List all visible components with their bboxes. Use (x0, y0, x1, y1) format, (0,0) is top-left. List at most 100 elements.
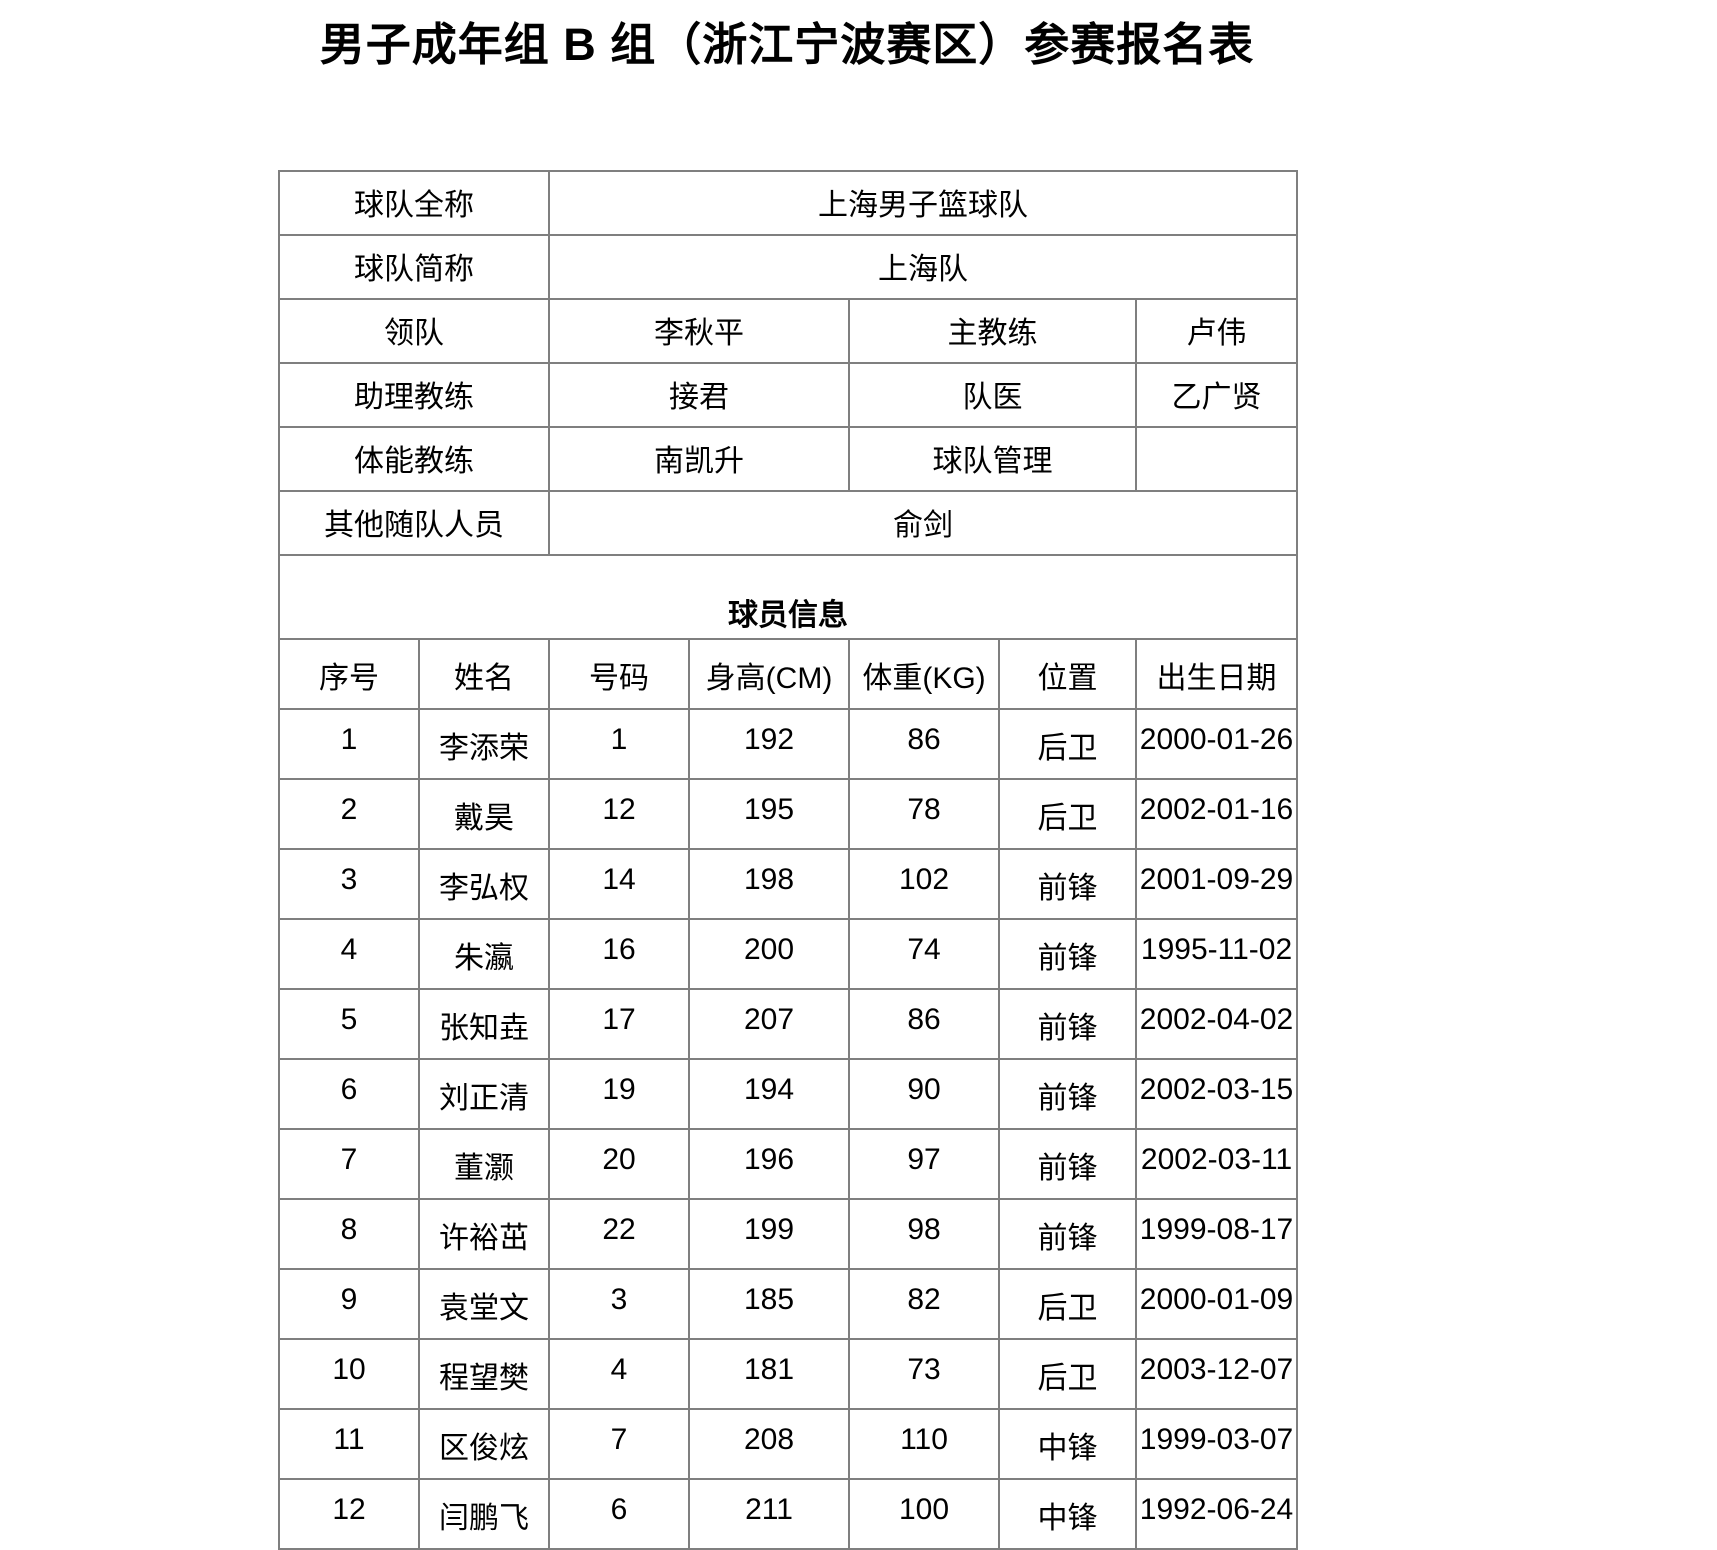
player-name-cell: 李弘权 (418, 848, 550, 920)
other-staff-value: 俞剑 (547, 490, 1299, 556)
player-position-cell: 前锋 (998, 988, 1137, 1060)
player-height-cell: 198 (688, 848, 850, 920)
team-full-name-value: 上海男子篮球队 (547, 170, 1299, 236)
player-no-cell: 6 (278, 1058, 420, 1130)
fitness-coach-value: 南凯升 (548, 426, 850, 492)
column-header-no: 序号 (278, 638, 420, 710)
player-height-cell: 181 (688, 1338, 850, 1410)
player-weight-cell: 110 (848, 1408, 1000, 1480)
player-position-cell: 后卫 (998, 708, 1137, 780)
player-name-cell: 张知垚 (418, 988, 550, 1060)
player-position-cell: 前锋 (998, 1198, 1137, 1270)
player-name-cell: 袁堂文 (418, 1268, 550, 1340)
player-weight-cell: 90 (848, 1058, 1000, 1130)
column-header-height: 身高(CM) (688, 638, 850, 710)
player-weight-cell: 102 (848, 848, 1000, 920)
team-full-name-row: 球队全称 上海男子篮球队 (278, 170, 1299, 236)
player-position-cell: 后卫 (998, 1338, 1137, 1410)
player-position-cell: 后卫 (998, 1268, 1137, 1340)
player-no-cell: 1 (278, 708, 420, 780)
player-number-cell: 4 (548, 1338, 690, 1410)
player-row: 2 戴昊 12 195 78 后卫 2002-01-16 (278, 778, 1299, 850)
team-manager-value (1134, 426, 1299, 492)
team-doctor-value: 乙广贤 (1134, 362, 1299, 428)
player-no-cell: 7 (278, 1128, 420, 1200)
player-no-cell: 5 (278, 988, 420, 1060)
player-row: 1 李添荣 1 192 86 后卫 2000-01-26 (278, 708, 1299, 780)
assistant-coach-label: 助理教练 (278, 362, 550, 428)
player-no-cell: 10 (278, 1338, 420, 1410)
player-number-cell: 1 (548, 708, 690, 780)
player-weight-cell: 73 (848, 1338, 1000, 1410)
player-no-cell: 11 (278, 1408, 420, 1480)
player-birth-cell: 2000-01-26 (1134, 708, 1299, 780)
player-birth-cell: 2000-01-09 (1134, 1268, 1299, 1340)
player-number-cell: 22 (548, 1198, 690, 1270)
column-header-number: 号码 (548, 638, 690, 710)
player-no-cell: 4 (278, 918, 420, 990)
player-row: 3 李弘权 14 198 102 前锋 2001-09-29 (278, 848, 1299, 920)
player-no-cell: 2 (278, 778, 420, 850)
player-weight-cell: 86 (848, 708, 1000, 780)
player-birth-cell: 2002-03-15 (1134, 1058, 1299, 1130)
player-height-cell: 192 (688, 708, 850, 780)
page-title: 男子成年组 B 组（浙江宁波赛区）参赛报名表 (319, 19, 1255, 70)
team-leader-label: 领队 (278, 298, 550, 364)
player-name-cell: 刘正清 (418, 1058, 550, 1130)
player-name-cell: 李添荣 (418, 708, 550, 780)
player-row: 5 张知垚 17 207 86 前锋 2002-04-02 (278, 988, 1299, 1060)
player-name-cell: 朱瀛 (418, 918, 550, 990)
player-row: 11 区俊炫 7 208 110 中锋 1999-03-07 (278, 1408, 1299, 1480)
player-weight-cell: 74 (848, 918, 1000, 990)
players-section-title: 球员信息 (277, 554, 1299, 640)
player-number-cell: 7 (548, 1408, 690, 1480)
registration-table: 球队全称 上海男子篮球队 球队简称 上海队 领队 李秋平 主教练 卢伟 助理教练… (277, 170, 1299, 1550)
player-no-cell: 3 (278, 848, 420, 920)
player-row: 4 朱瀛 16 200 74 前锋 1995-11-02 (278, 918, 1299, 990)
fitness-coach-row: 体能教练 南凯升 球队管理 (278, 426, 1299, 492)
assistant-coach-value: 接君 (548, 362, 850, 428)
player-name-cell: 许裕茁 (418, 1198, 550, 1270)
column-header-weight: 体重(KG) (848, 638, 1000, 710)
player-number-cell: 19 (548, 1058, 690, 1130)
players-rows: 1 李添荣 1 192 86 后卫 2000-01-26 2 戴昊 12 195 78 后卫 2002-0… (278, 708, 1299, 1550)
player-row: 8 许裕茁 22 199 98 前锋 1999-08-17 (278, 1198, 1299, 1270)
player-weight-cell: 98 (848, 1198, 1000, 1270)
player-birth-cell: 2003-12-07 (1134, 1338, 1299, 1410)
players-table-header-row: 序号 姓名 号码 身高(CM) 体重(KG) 位置 出生日期 (278, 638, 1299, 710)
other-staff-row: 其他随队人员 俞剑 (278, 490, 1299, 556)
player-number-cell: 20 (548, 1128, 690, 1200)
player-name-cell: 程望樊 (418, 1338, 550, 1410)
player-height-cell: 195 (688, 778, 850, 850)
player-row: 6 刘正清 19 194 90 前锋 2002-03-15 (278, 1058, 1299, 1130)
player-height-cell: 200 (688, 918, 850, 990)
player-weight-cell: 97 (848, 1128, 1000, 1200)
player-position-cell: 前锋 (998, 848, 1137, 920)
player-birth-cell: 2002-04-02 (1134, 988, 1299, 1060)
player-position-cell: 前锋 (998, 1058, 1137, 1130)
player-number-cell: 17 (548, 988, 690, 1060)
player-position-cell: 中锋 (998, 1408, 1137, 1480)
head-coach-label: 主教练 (848, 298, 1137, 364)
player-name-cell: 董灏 (418, 1128, 550, 1200)
player-row: 9 袁堂文 3 185 82 后卫 2000-01-09 (278, 1268, 1299, 1340)
player-row: 7 董灏 20 196 97 前锋 2002-03-11 (278, 1128, 1299, 1200)
player-birth-cell: 1999-03-07 (1134, 1408, 1299, 1480)
team-full-name-label: 球队全称 (278, 170, 550, 236)
team-leader-row: 领队 李秋平 主教练 卢伟 (278, 298, 1299, 364)
player-name-cell: 戴昊 (418, 778, 550, 850)
team-short-name-value: 上海队 (547, 234, 1299, 300)
player-number-cell: 14 (548, 848, 690, 920)
team-short-name-label: 球队简称 (278, 234, 550, 300)
player-birth-cell: 1995-11-02 (1134, 918, 1299, 990)
players-section-header-row: 球员信息 (277, 554, 1299, 640)
player-no-cell: 9 (278, 1268, 420, 1340)
player-number-cell: 12 (548, 778, 690, 850)
other-staff-label: 其他随队人员 (278, 490, 550, 556)
player-weight-cell: 82 (848, 1268, 1000, 1340)
player-height-cell: 199 (688, 1198, 850, 1270)
column-header-position: 位置 (998, 638, 1137, 710)
team-info-section: 球队全称 上海男子篮球队 球队简称 上海队 领队 李秋平 主教练 卢伟 助理教练… (277, 170, 1299, 710)
player-number-cell: 3 (548, 1268, 690, 1340)
team-manager-label: 球队管理 (848, 426, 1137, 492)
